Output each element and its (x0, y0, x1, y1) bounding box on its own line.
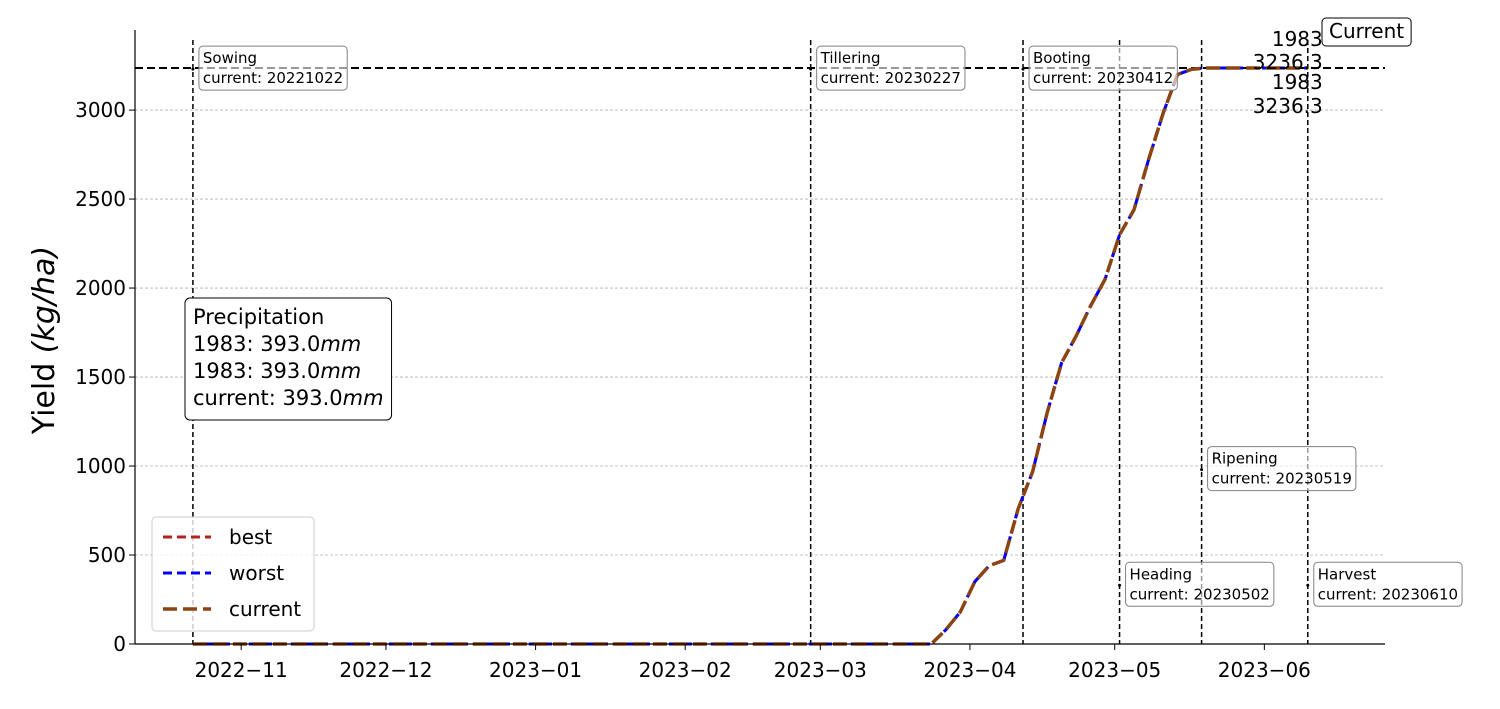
legend-label-best: best (229, 525, 272, 549)
precipitation-line: current: 393.0mm (193, 386, 384, 410)
y-tick-label: 2000 (75, 276, 126, 300)
precipitation-line: 1983: 393.0mm (193, 359, 361, 383)
series-line-current (192, 66, 1308, 646)
end-label-value-lower: 3236.3 (1253, 94, 1323, 118)
current-box-text: Current (1329, 19, 1404, 43)
precipitation-value: 1983: 393.0 (193, 332, 320, 356)
y-tick-label: 1000 (75, 454, 126, 478)
current-box-frame (1321, 17, 1412, 47)
precipitation-unit: mm (320, 332, 361, 356)
legend-frame (151, 516, 315, 632)
stage-annotation-box (1125, 561, 1275, 607)
stage-marker-sowing (191, 67, 195, 71)
x-tick-label: 2023−03 (774, 658, 867, 682)
stage-annotation-box (1028, 45, 1178, 91)
stage-annotation-box (816, 45, 966, 91)
stage-marker-harvest (1306, 583, 1310, 587)
grid (135, 109, 1385, 556)
stage-marker-heading (1118, 583, 1122, 587)
x-tick-label: 2022−12 (339, 658, 432, 682)
stage-annotation-box (1207, 446, 1357, 492)
series-lines (192, 66, 1308, 646)
stage-annotation-box (1313, 561, 1463, 607)
y-tick-label: 0 (113, 632, 126, 656)
precipitation-value: current: 393.0 (193, 386, 343, 410)
stage-name: Tillering (820, 49, 881, 67)
stage-marker-booting (1021, 67, 1025, 71)
legend-label-worst: worst (229, 561, 284, 585)
precipitation-unit: mm (320, 359, 361, 383)
y-tick-label: 2500 (75, 187, 126, 211)
stage-date: current: 20230502 (1130, 585, 1270, 603)
precipitation-frame (184, 297, 393, 421)
stage-name: Harvest (1318, 565, 1377, 583)
stage-annotation-heading: Heading current: 20230502 (1125, 561, 1275, 607)
stage-annotation-box (198, 45, 348, 91)
y-axis-label-part: (kg/ha) (27, 246, 62, 353)
stage-marker-tillering (809, 67, 813, 71)
x-tick-label: 2023−04 (923, 658, 1016, 682)
stage-annotation-harvest: Harvest current: 20230610 (1313, 561, 1463, 607)
x-tick-label: 2023−05 (1068, 658, 1161, 682)
x-tick-label: 2023−01 (489, 658, 582, 682)
x-tick-label: 2023−02 (639, 658, 732, 682)
y-axis-label-part: Yield (27, 353, 62, 435)
stage-date: current: 20230412 (1033, 69, 1173, 87)
legend-label-current: current (229, 597, 301, 621)
end-label-year-lower: 1983 (1272, 70, 1323, 94)
current-label-box: Current (1321, 17, 1412, 47)
y-tick-label: 3000 (75, 98, 126, 122)
stage-annotation-booting: Booting current: 20230412 (1028, 45, 1178, 91)
text-boxes: 19833236.319833236.3CurrentPrecipitation… (151, 17, 1412, 632)
stage-name: Booting (1033, 49, 1091, 67)
y-tick-label: 1500 (75, 365, 126, 389)
precipitation-line: 1983: 393.0mm (193, 332, 361, 356)
stage-date: current: 20221022 (203, 69, 343, 87)
precipitation-unit: mm (343, 386, 384, 410)
stage-date: current: 20230610 (1318, 585, 1458, 603)
stage-annotation-tillering: Tillering current: 20230227 (816, 45, 966, 91)
stage-name: Ripening (1212, 450, 1278, 468)
stage-annotations: Sowing current: 20221022 Tillering current:… (191, 45, 1463, 607)
stage-name: Heading (1130, 565, 1192, 583)
precipitation-title: Precipitation (193, 305, 324, 329)
y-axis-label: Yield (kg/ha) (27, 246, 62, 435)
stage-annotation-ripening: Ripening current: 20230519 (1207, 446, 1357, 492)
y-tick-label: 500 (88, 543, 126, 567)
legend: best worst current (151, 516, 315, 632)
stage-annotation-sowing: Sowing current: 20221022 (198, 45, 348, 91)
stage-date: current: 20230227 (821, 69, 961, 87)
end-label-year-upper: 1983 (1272, 27, 1323, 51)
stage-name: Sowing (203, 49, 257, 67)
precipitation-value: 1983: 393.0 (193, 359, 320, 383)
x-tick-label: 2023−06 (1218, 658, 1311, 682)
stage-marker-ripening (1200, 468, 1204, 472)
stage-lines (192, 40, 1309, 644)
x-tick-label: 2022−11 (195, 658, 288, 682)
end-label-value-upper: 3236.3 (1253, 50, 1323, 74)
axes: 0 500 1000 1500 2000 2500 3000 2022−11 2022−12 20… (75, 30, 1385, 682)
stage-date: current: 20230519 (1212, 470, 1352, 488)
